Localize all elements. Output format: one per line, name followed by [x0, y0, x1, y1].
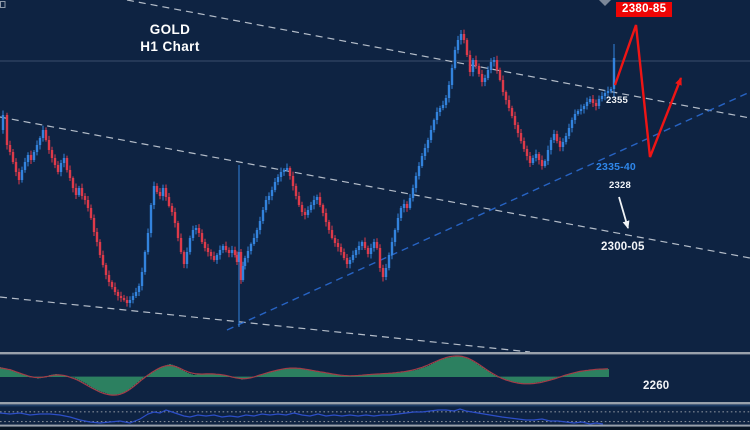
- lower-channel-dashed: [0, 296, 531, 353]
- separator-2-accent: [0, 404, 750, 407]
- chart-title-timeframe: H1 Chart: [140, 39, 200, 54]
- support-zone-2300-05: 2300-05: [601, 241, 645, 253]
- top-marker-icon: [599, 0, 611, 6]
- down-arrow: [618, 196, 630, 229]
- chart-title: GOLD H1 Chart: [100, 21, 240, 55]
- oscillator-panel: [0, 355, 609, 396]
- separator-2: [0, 402, 750, 405]
- middle-channel-dashed: [0, 116, 750, 259]
- oscillator-signal-line: [0, 355, 609, 396]
- chart-title-symbol: GOLD: [149, 22, 191, 37]
- candlesticks: [1, 29, 616, 327]
- price-label-2328: 2328: [609, 180, 631, 191]
- secondary-indicator-line: [0, 408, 604, 425]
- separator-1: [0, 352, 750, 355]
- upper-channel-dashed: [126, 0, 750, 119]
- projection-arrow: [613, 24, 683, 158]
- price-label-2355: 2355: [606, 95, 628, 106]
- price-label-2260: 2260: [643, 380, 670, 392]
- resistance-badge: 2380-85: [616, 2, 673, 17]
- bottom-border: [0, 424, 750, 427]
- trendlines: [0, 0, 750, 353]
- support-zone-2335-40: 2335-40: [596, 161, 636, 173]
- corner-glyph-icon: [0, 1, 6, 8]
- secondary-indicator-panel: [0, 408, 750, 425]
- bottom-strip: [0, 426, 750, 430]
